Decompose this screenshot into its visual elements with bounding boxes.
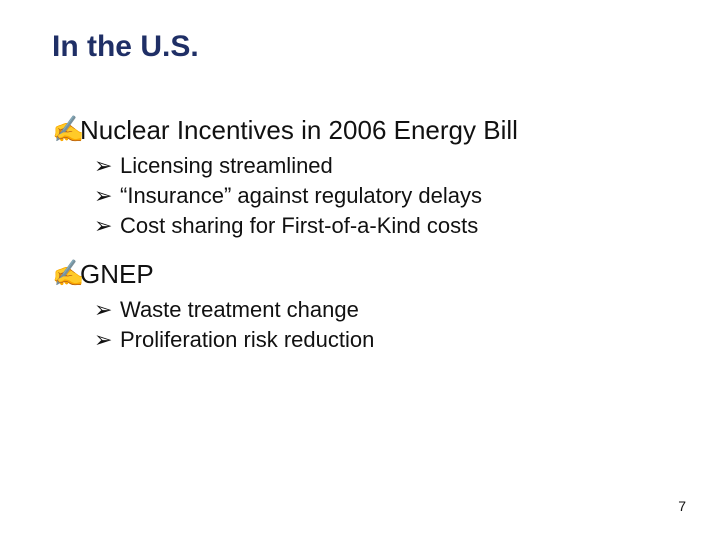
bullet-level2: ➢ Licensing streamlined <box>94 152 672 180</box>
hand-pointing-icon: ✍ <box>52 114 80 144</box>
slide-content: ✍ Nuclear Incentives in 2006 Energy Bill… <box>52 110 672 372</box>
arrow-icon: ➢ <box>94 152 120 180</box>
bullet-level2: ➢ Cost sharing for First-of-a-Kind costs <box>94 212 672 240</box>
bullet-level2: ➢ Proliferation risk reduction <box>94 326 672 354</box>
slide-title: In the U.S. <box>52 30 199 64</box>
sub-bullet-group: ➢ Waste treatment change ➢ Proliferation… <box>94 296 672 354</box>
bullet-level1: ✍ GNEP <box>52 258 672 290</box>
sub-bullet-text: Licensing streamlined <box>120 152 333 180</box>
sub-bullet-text: Waste treatment change <box>120 296 359 324</box>
sub-bullet-text: Proliferation risk reduction <box>120 326 374 354</box>
hand-pointing-icon: ✍ <box>52 258 80 288</box>
bullet-level1: ✍ Nuclear Incentives in 2006 Energy Bill <box>52 114 672 146</box>
bullet-text: Nuclear Incentives in 2006 Energy Bill <box>80 114 518 146</box>
sub-bullet-text: “Insurance” against regulatory delays <box>120 182 482 210</box>
bullet-level2: ➢ Waste treatment change <box>94 296 672 324</box>
bullet-level2: ➢ “Insurance” against regulatory delays <box>94 182 672 210</box>
arrow-icon: ➢ <box>94 182 120 210</box>
arrow-icon: ➢ <box>94 212 120 240</box>
arrow-icon: ➢ <box>94 326 120 354</box>
sub-bullet-group: ➢ Licensing streamlined ➢ “Insurance” ag… <box>94 152 672 240</box>
arrow-icon: ➢ <box>94 296 120 324</box>
sub-bullet-text: Cost sharing for First-of-a-Kind costs <box>120 212 478 240</box>
slide: In the U.S. ✍ Nuclear Incentives in 2006… <box>0 0 720 540</box>
bullet-text: GNEP <box>80 258 154 290</box>
page-number: 7 <box>678 498 686 514</box>
